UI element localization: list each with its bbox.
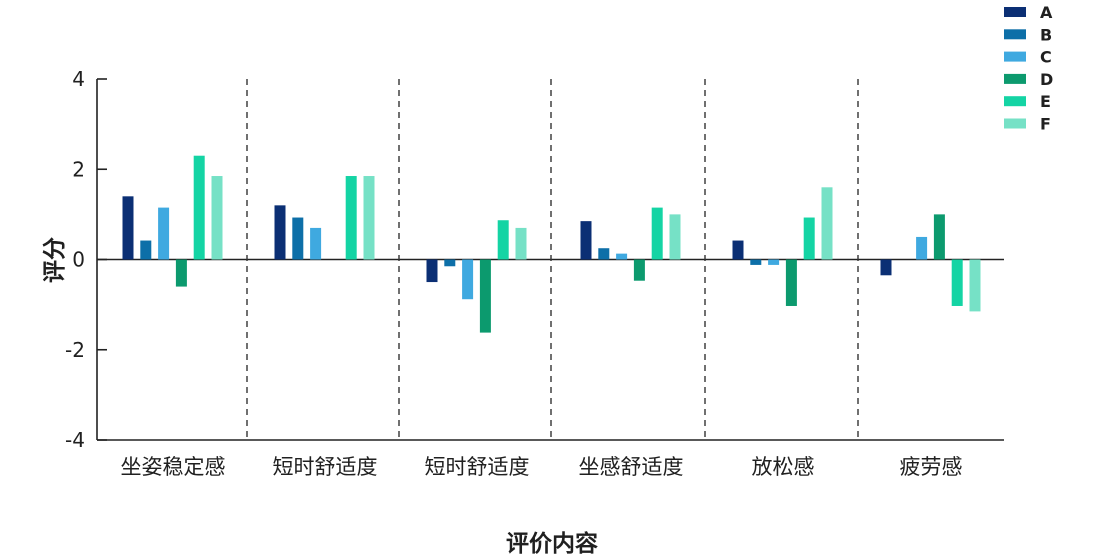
bar-f-cat-2 bbox=[363, 176, 375, 260]
x-tick-label: 疲劳感 bbox=[900, 455, 963, 479]
bar-b-cat-2 bbox=[292, 217, 304, 260]
bar-e-cat-3 bbox=[497, 220, 509, 260]
bar-a-cat-4 bbox=[580, 221, 592, 260]
bar-c-cat-4 bbox=[616, 253, 628, 260]
y-tick-label: -4 bbox=[65, 428, 85, 452]
bar-f-cat-5 bbox=[821, 187, 833, 260]
bar-f-cat-4 bbox=[669, 214, 681, 260]
x-axis-title: 评价内容 bbox=[506, 530, 598, 557]
bar-c-cat-2 bbox=[310, 227, 322, 260]
bar-c-cat-6 bbox=[916, 236, 928, 260]
legend-swatch-e bbox=[1004, 96, 1026, 107]
legend-label-b: B bbox=[1040, 25, 1052, 44]
x-tick-label: 放松感 bbox=[752, 455, 815, 479]
legend-label-c: C bbox=[1040, 48, 1052, 67]
legend-swatch-f bbox=[1004, 118, 1026, 129]
legend-swatch-b bbox=[1004, 29, 1026, 40]
bar-e-cat-4 bbox=[651, 207, 663, 260]
legend-label-f: F bbox=[1040, 115, 1051, 134]
legend-swatch-d bbox=[1004, 73, 1026, 84]
y-tick-label: 0 bbox=[72, 248, 85, 272]
legend-label-a: A bbox=[1040, 3, 1053, 22]
bar-a-cat-2 bbox=[274, 205, 286, 260]
legend-swatch-c bbox=[1004, 51, 1026, 62]
bar-d-cat-3 bbox=[479, 259, 491, 333]
bar-f-cat-6 bbox=[969, 259, 981, 312]
bar-c-cat-5 bbox=[768, 259, 780, 265]
bar-b-cat-5 bbox=[750, 259, 762, 265]
legend-label-d: D bbox=[1040, 70, 1053, 89]
bar-e-cat-1 bbox=[193, 155, 205, 260]
bar-b-cat-1 bbox=[140, 240, 152, 260]
y-tick-label: -2 bbox=[65, 338, 85, 362]
bar-a-cat-6 bbox=[880, 259, 892, 276]
bar-d-cat-4 bbox=[633, 259, 645, 281]
bar-d-cat-6 bbox=[933, 214, 945, 260]
bar-d-cat-1 bbox=[175, 259, 187, 287]
bar-a-cat-3 bbox=[426, 259, 438, 283]
x-tick-label: 短时舒适度 bbox=[273, 455, 378, 479]
legend-swatch-a bbox=[1004, 7, 1026, 17]
bar-e-cat-6 bbox=[951, 259, 963, 306]
bar-d-cat-5 bbox=[785, 259, 797, 306]
legend-label-e: E bbox=[1040, 92, 1051, 111]
x-tick-label: 坐姿稳定感 bbox=[121, 455, 226, 479]
bar-b-cat-4 bbox=[598, 248, 610, 260]
bar-c-cat-1 bbox=[158, 207, 170, 260]
y-axis-title: 评分 bbox=[42, 237, 68, 283]
bar-e-cat-2 bbox=[345, 176, 357, 260]
bar-b-cat-3 bbox=[444, 259, 456, 267]
bar-c-cat-3 bbox=[462, 259, 474, 300]
bar-a-cat-5 bbox=[732, 240, 744, 260]
x-tick-label: 短时舒适度 bbox=[425, 455, 530, 479]
bar-f-cat-1 bbox=[211, 176, 223, 260]
bar-a-cat-1 bbox=[122, 196, 134, 260]
bar-e-cat-5 bbox=[803, 217, 815, 260]
x-tick-label: 坐感舒适度 bbox=[579, 455, 684, 479]
bar-f-cat-3 bbox=[515, 227, 527, 260]
y-tick-label: 4 bbox=[72, 67, 85, 91]
y-tick-label: 2 bbox=[72, 157, 85, 181]
